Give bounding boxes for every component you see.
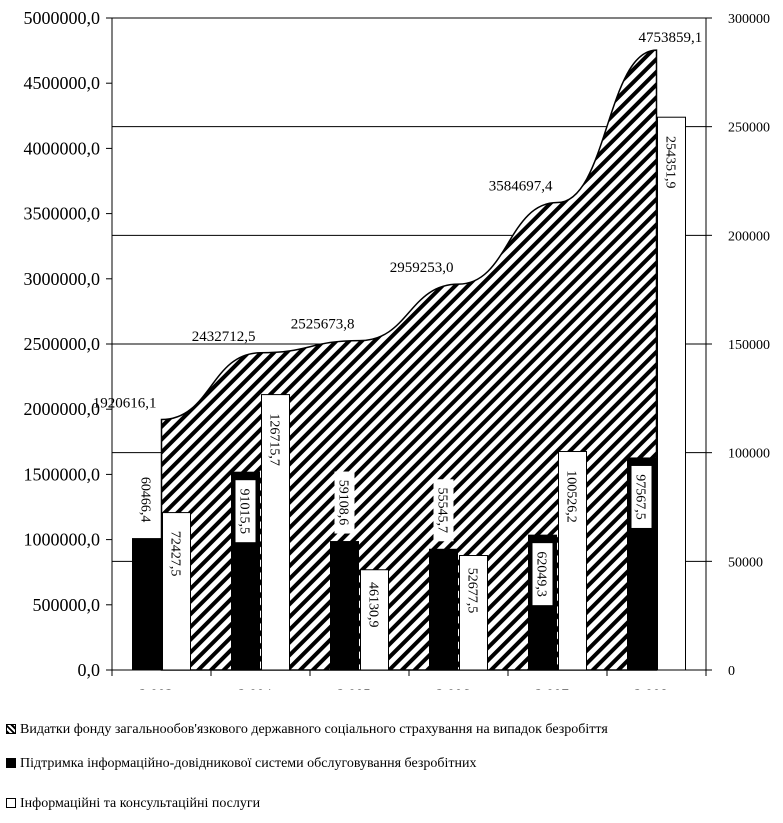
bar-info-value: 100526,2 <box>564 470 579 523</box>
right-tick-label: 100000 <box>728 447 770 462</box>
area-value-label: 1920616,1 <box>93 396 157 412</box>
legend-item-info-services: Інформаційні та консультаційні послуги <box>6 796 766 812</box>
bar-info-value-bg <box>364 573 385 636</box>
bar-support-value: 97567,5 <box>633 474 648 520</box>
area-value-label: 3584697,4 <box>489 179 553 195</box>
legend-item-support: Підтримка інформаційно-довідникової сист… <box>6 756 766 796</box>
bar-info-value-bg <box>661 127 682 198</box>
bar-support-value: 91015,5 <box>237 488 252 534</box>
bar-support-value: 59108,6 <box>336 480 351 526</box>
legend-swatch-hatch <box>6 724 16 734</box>
bar-support-value-bg <box>334 471 355 534</box>
bar-info-value-group: 100526,2 <box>562 461 583 532</box>
bar-info-value: 46130,9 <box>366 582 381 628</box>
x-tick-label: 2 005р. <box>337 687 382 690</box>
right-tick-label: 50000 <box>728 555 763 570</box>
bar-info-value-group: 72427,5 <box>166 522 187 585</box>
right-tick-label: 250000 <box>728 121 770 136</box>
bar-support <box>132 538 161 671</box>
bar-support-value-bg <box>433 479 454 542</box>
area-value-label: 2525673,8 <box>291 317 355 333</box>
left-tick-label: 3500000,0 <box>24 204 101 224</box>
x-tick-label: 2 007р. <box>535 687 580 690</box>
legend-swatch-white <box>6 798 16 808</box>
left-tick-label: 4500000,0 <box>24 73 101 93</box>
left-tick-label: 5000000,0 <box>24 8 101 28</box>
right-tick-label: 300000 <box>728 12 770 27</box>
bar-support-value-group: 55545,7 <box>433 479 454 542</box>
right-tick-label: 150000 <box>728 338 770 353</box>
bar-info-value: 72427,5 <box>168 531 183 577</box>
data-labels: 1920616,1 2432712,5 2525673,8 2959253,0 3584… <box>93 30 703 636</box>
bar-info-value: 126715,7 <box>267 413 282 466</box>
area-value-label: 2959253,0 <box>390 260 454 276</box>
bar-info-value-bg <box>166 522 187 585</box>
bar-support-value-bg <box>532 543 553 606</box>
bar-info-value: 52677,5 <box>465 568 480 614</box>
left-tick-label: 3000000,0 <box>24 269 101 289</box>
left-tick-label: 500000,0 <box>33 595 101 615</box>
legend-item-expenditures: Видатки фонду загальнообов'язкового держ… <box>6 722 766 756</box>
bar-info-value-group: 46130,9 <box>364 573 385 636</box>
x-tick-label: 2 003р. <box>139 687 184 690</box>
bar-info-services <box>657 116 686 671</box>
bar-support-value: 62049,3 <box>534 551 549 597</box>
right-tick-label: 0 <box>728 664 735 679</box>
x-tick-label: 2 004р. <box>238 687 283 690</box>
legend-label-expenditures: Видатки фонду загальнообов'язкового держ… <box>20 722 608 737</box>
bar-support-value-group: 59108,6 <box>334 471 355 534</box>
x-tick-label: 2 008р. <box>634 687 679 690</box>
left-tick-label: 2000000,0 <box>24 399 101 419</box>
left-tick-label: 2500000,0 <box>24 334 101 354</box>
right-tick-label: 200000 <box>728 229 770 244</box>
legend: Видатки фонду загальнообов'язкового держ… <box>6 722 766 812</box>
bar-support <box>429 548 458 671</box>
bar-support-value-bg <box>136 468 157 531</box>
bar-support-value-group: 91015,5 <box>235 480 256 543</box>
bar-info-value-group: 254351,9 <box>661 127 682 198</box>
combo-chart-svg: 0,0 500000,0 1000000,0 1500000,0 2000000,0 25… <box>24 8 771 703</box>
bar-info-value-group: 126715,7 <box>265 404 286 475</box>
bar-support-value-group: 62049,3 <box>532 543 553 606</box>
bar-support-value-bg <box>631 465 652 528</box>
bar-info-value: 254351,9 <box>663 136 678 189</box>
bar-support-value-bg <box>235 480 256 543</box>
bar-support-value-group: 97567,5 <box>631 465 652 528</box>
legend-label-info-services: Інформаційні та консультаційні послуги <box>20 796 261 811</box>
bar-support-value-group: 60466,4 <box>136 468 157 531</box>
area-value-label: 2432712,5 <box>192 329 256 345</box>
area-value-label: 4753859,1 <box>639 30 703 46</box>
left-tick-label: 1500000,0 <box>24 464 101 484</box>
bar-info-value-bg <box>562 461 583 532</box>
bar-support-value: 60466,4 <box>138 477 153 523</box>
x-tick-label: 2 006р. <box>436 687 481 690</box>
bar-support <box>330 541 359 671</box>
bar-info-value-bg <box>265 404 286 475</box>
legend-swatch-black <box>6 758 16 768</box>
bar-support-value: 55545,7 <box>435 488 450 533</box>
bar-info-value-group: 52677,5 <box>463 559 484 622</box>
left-tick-label: 4000000,0 <box>24 138 101 158</box>
left-tick-label: 0,0 <box>78 660 101 680</box>
left-tick-label: 1000000,0 <box>24 530 101 550</box>
legend-label-support: Підтримка інформаційно-довідникової сист… <box>20 756 477 771</box>
bar-info-value-bg <box>463 559 484 622</box>
